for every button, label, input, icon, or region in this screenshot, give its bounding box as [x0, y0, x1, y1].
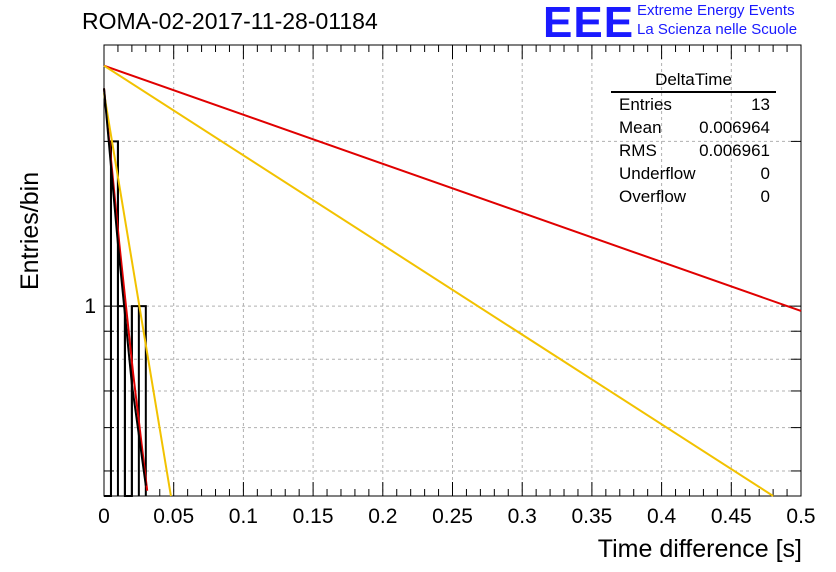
stats-value: 13: [751, 95, 770, 114]
fit-line: [103, 64, 774, 497]
stats-row: Entries 13: [611, 94, 776, 117]
x-tick-label: 0.25: [432, 505, 473, 528]
stats-row: RMS 0.006961: [611, 140, 776, 163]
fit-line: [103, 64, 802, 312]
stats-label: RMS: [619, 141, 657, 160]
x-tick-label: 0.35: [571, 505, 612, 528]
stats-value: 0.006961: [699, 141, 770, 160]
x-tick-label: 0.2: [368, 505, 397, 528]
x-tick-label: 0.15: [293, 505, 334, 528]
x-tick-label: 0.45: [711, 505, 752, 528]
stats-histogram-name: DeltaTime: [611, 70, 776, 93]
stats-value: 0.006964: [699, 118, 770, 137]
stats-label: Mean: [619, 118, 662, 137]
x-tick-label: 0.3: [508, 505, 537, 528]
stats-label: Entries: [619, 95, 672, 114]
stats-value: 0: [760, 187, 770, 206]
eee-logo: EEE: [543, 0, 635, 47]
stats-row: Underflow 0: [611, 163, 776, 186]
x-tick-label: 0.1: [229, 505, 258, 528]
stats-box: DeltaTime Entries 13 Mean 0.006964 RMS 0.0069…: [611, 70, 776, 209]
fit-line: [103, 88, 147, 486]
y-tick-label: 1: [84, 295, 96, 318]
logo-subtitle-line2: La Scienza nelle Scuole: [637, 21, 798, 38]
x-tick-label: 0.5: [786, 505, 815, 528]
x-tick-label: 0: [98, 505, 110, 528]
logo-subtitle-line1: Extreme Energy Events: [637, 2, 795, 19]
x-tick-label: 0.4: [647, 505, 677, 528]
stats-label: Overflow: [619, 187, 687, 206]
stats-value: 0: [760, 164, 770, 183]
stats-label: Underflow: [619, 164, 696, 183]
y-axis-title: Entries/bin: [16, 171, 44, 290]
x-tick-label: 0.05: [153, 505, 194, 528]
stats-row: Overflow 0: [611, 186, 776, 209]
chart-title: ROMA-02-2017-11-28-01184: [82, 8, 378, 34]
x-axis-title: Time difference [s]: [597, 535, 802, 563]
fit-line: [103, 92, 172, 497]
stats-row: Mean 0.006964: [611, 117, 776, 140]
